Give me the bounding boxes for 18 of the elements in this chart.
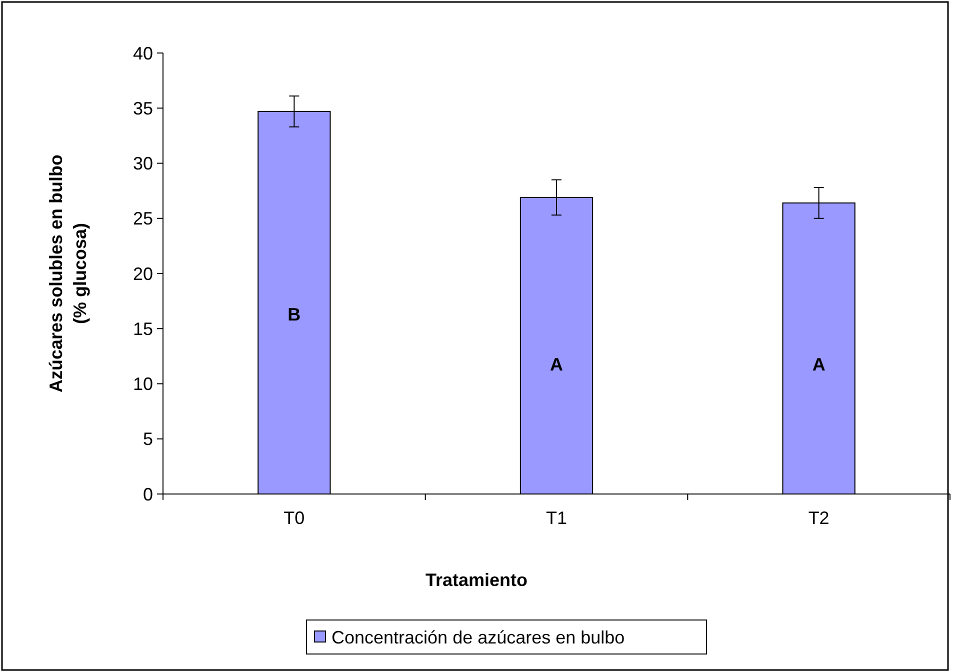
y-tick-label: 20	[132, 264, 153, 284]
annotation: B	[288, 304, 301, 324]
y-tick-label: 25	[132, 208, 153, 229]
y-tick-label: 40	[132, 43, 153, 64]
y-tick-label: 35	[132, 98, 153, 118]
x-tick-label: T0	[284, 508, 305, 528]
y-tick-label: 15	[132, 318, 153, 339]
y-axis-title: Azúcares solubles en bulbo (% glucosa)	[46, 154, 90, 393]
annotation: A	[550, 354, 563, 374]
x-tick-label: T1	[546, 508, 568, 528]
legend-label: Concentración de azúcares en bulbo	[332, 627, 625, 648]
x-axis-title: Tratamiento	[425, 570, 528, 590]
annotation: A	[812, 354, 826, 374]
x-tick-label: T2	[808, 508, 830, 528]
y-tick-label: 30	[132, 154, 153, 174]
y-tick-label: 5	[142, 429, 153, 450]
y-tick-label: 10	[132, 374, 153, 394]
y-tick-label: 0	[142, 484, 153, 504]
